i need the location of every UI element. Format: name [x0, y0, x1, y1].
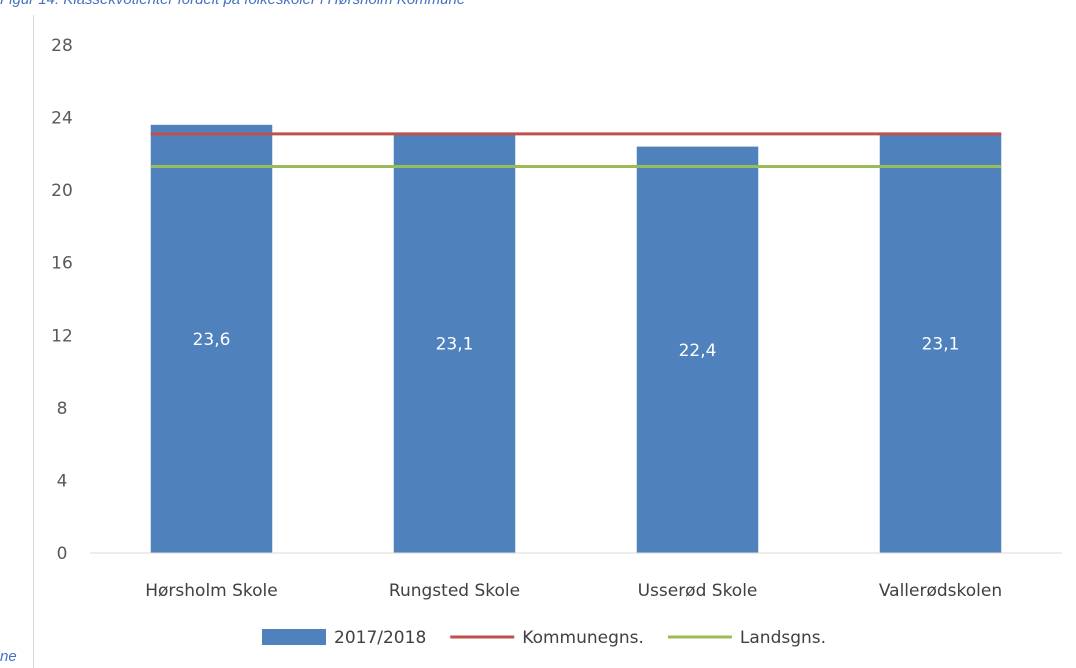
- x-category-label: Hørsholm Skole: [145, 581, 278, 601]
- legend-label: Landsgns.: [740, 628, 826, 648]
- legend-label: Kommunegns.: [522, 628, 644, 648]
- figure-caption: Figur 14: Klassekvotienter fordelt på fo…: [0, 0, 465, 8]
- bar-data-label: 23,1: [436, 334, 474, 354]
- bar-data-label: 23,1: [922, 334, 960, 354]
- y-tick-label: 20: [51, 181, 73, 201]
- y-tick-label: 0: [57, 544, 68, 564]
- x-category-label: Vallerødskolen: [879, 581, 1002, 601]
- y-tick-label: 28: [51, 36, 73, 56]
- bar: [150, 124, 273, 553]
- bar: [393, 133, 516, 553]
- bar-data-label: 22,4: [679, 341, 717, 361]
- x-axis-categories: Hørsholm Skole Rungsted Skole Usserød Skol…: [145, 581, 1002, 601]
- y-tick-label: 8: [57, 399, 68, 419]
- frame-border: [33, 15, 34, 668]
- bars-2017-2018: [150, 124, 1002, 553]
- bar: [879, 133, 1002, 553]
- bar: [636, 146, 759, 553]
- legend-label: 2017/2018: [334, 628, 426, 648]
- y-axis: 0 4 8 12 16 20 24 28: [51, 36, 73, 564]
- average-lines: [150, 132, 1002, 169]
- legend: 2017/2018 Kommunegns. Landsgns.: [262, 628, 826, 648]
- x-category-label: Usserød Skole: [638, 581, 758, 601]
- legend-swatch: [262, 629, 326, 645]
- y-tick-label: 24: [51, 109, 73, 129]
- bar-data-label: 23,6: [193, 330, 231, 350]
- footer-text-fragment: ne: [0, 648, 17, 665]
- x-category-label: Rungsted Skole: [389, 581, 520, 601]
- y-tick-label: 12: [51, 326, 73, 346]
- y-tick-label: 4: [57, 471, 68, 491]
- data-labels: 23,6 23,1 22,4 23,1: [193, 330, 960, 361]
- y-tick-label: 16: [51, 254, 73, 274]
